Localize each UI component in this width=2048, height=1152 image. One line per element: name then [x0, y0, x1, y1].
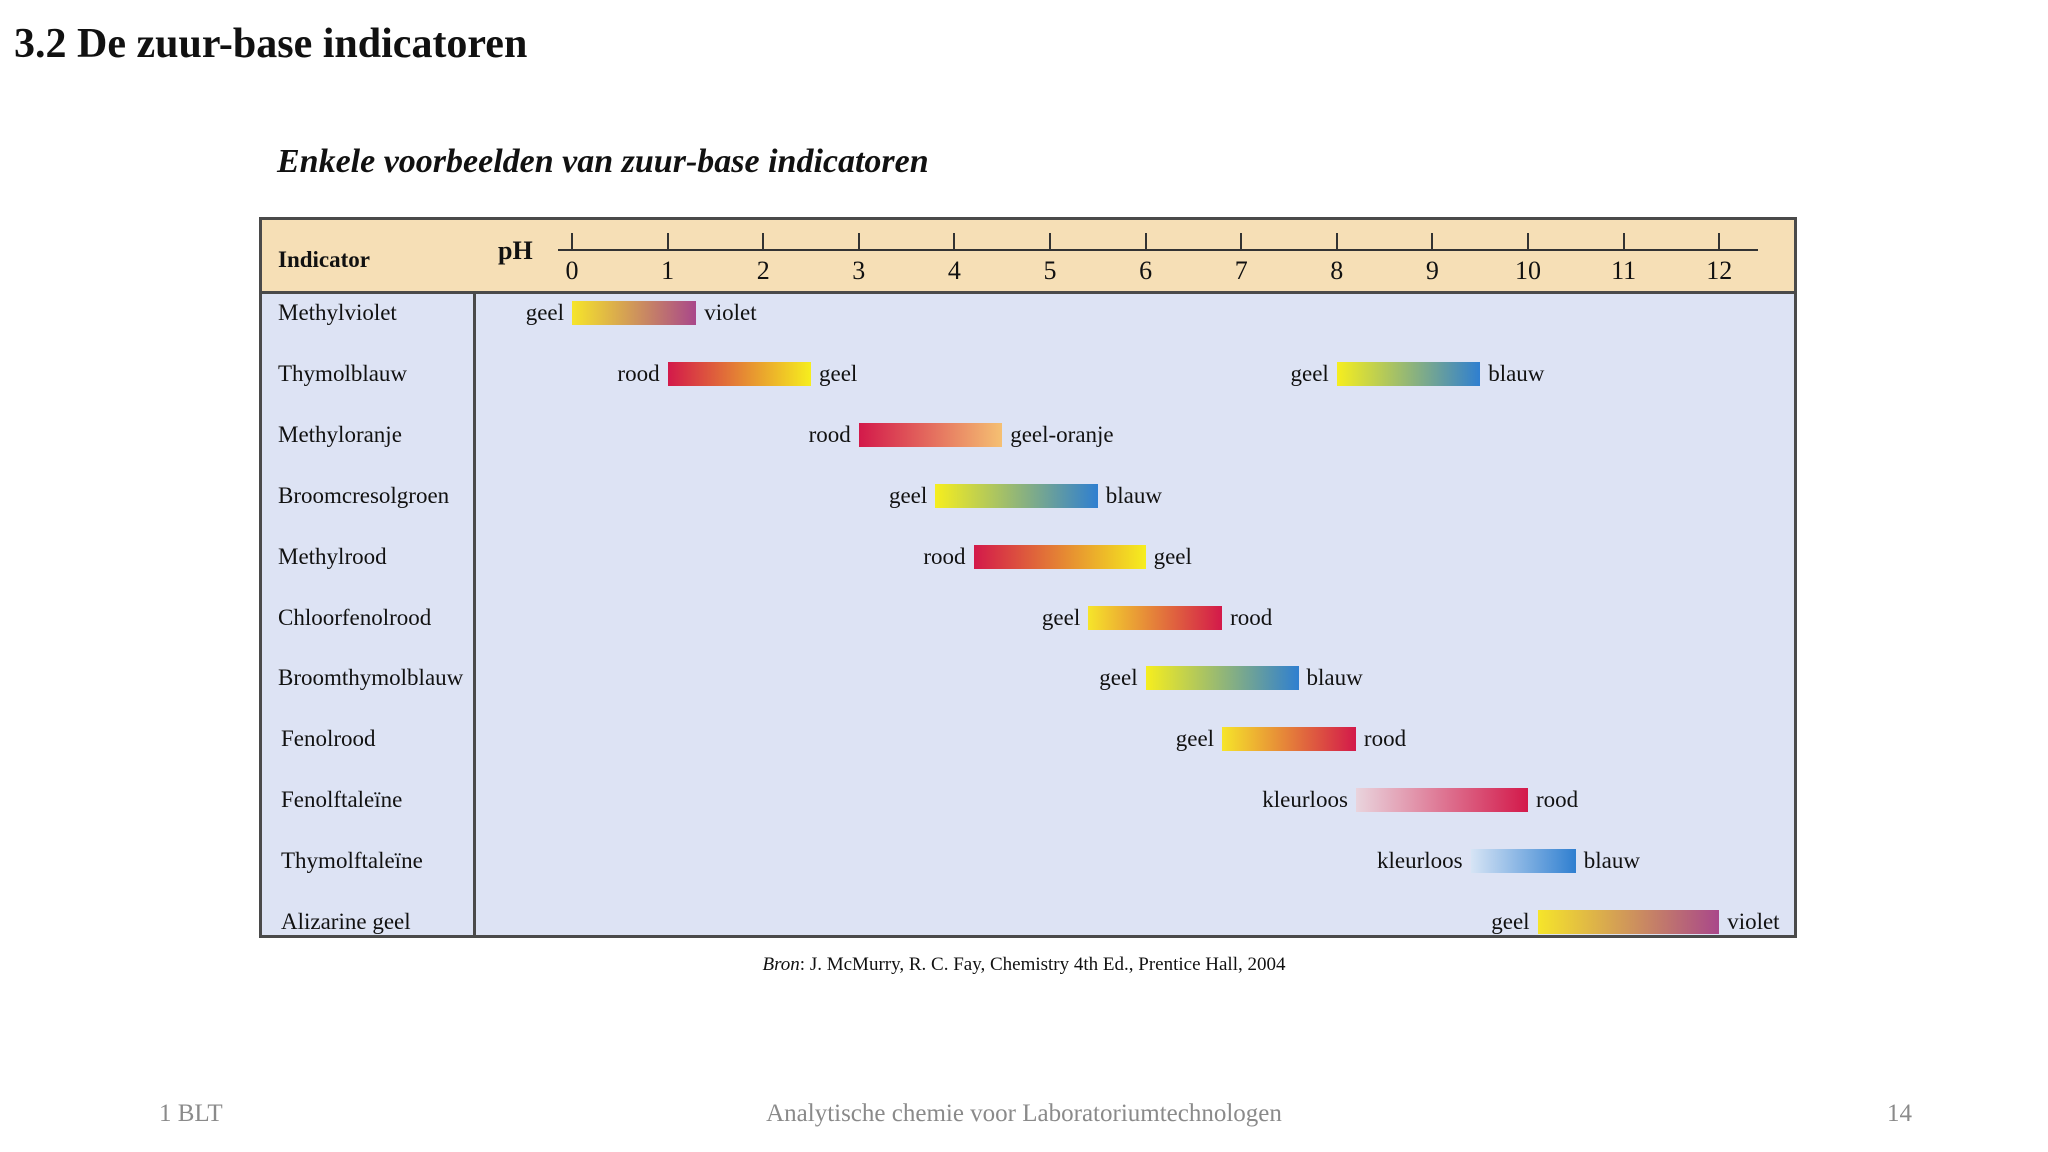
low-ph-color-label: geel: [1491, 909, 1530, 934]
low-ph-color-label: rood: [617, 360, 660, 386]
ph-tick-0: [571, 233, 573, 251]
high-ph-color-label: violet: [704, 300, 757, 325]
indicator-name: Thymolblauw: [278, 360, 408, 386]
source-prefix: Bron: [762, 954, 800, 975]
indicator-name: Broomthymolblauw: [278, 665, 464, 691]
footer-course: 1 BLT: [159, 1100, 223, 1127]
high-ph-color-label: blauw: [1306, 665, 1363, 691]
page-number: 14: [1887, 1100, 1912, 1127]
indicator-name: Methyloranje: [278, 421, 402, 447]
ph-tick-2: [762, 233, 765, 251]
color-transition-bar: [1222, 727, 1356, 752]
ph-tick-label-2: 2: [756, 256, 770, 285]
ph-tick-label-10: 10: [1515, 256, 1541, 285]
ph-tick-11: [1622, 233, 1625, 251]
footer-title: Analytische chemie voor Laboratoriumtech…: [766, 1100, 1282, 1127]
low-ph-color-label: geel: [1099, 665, 1138, 691]
color-transition-bar: [572, 301, 697, 325]
ph-tick-1: [666, 233, 669, 251]
high-ph-color-label: rood: [1230, 604, 1273, 630]
ph-tick-label-9: 9: [1425, 256, 1439, 285]
source-text: : J. McMurry, R. C. Fay, Chemistry 4th E…: [799, 954, 1286, 975]
color-transition-bar: [1470, 849, 1576, 874]
chart-header: Indicator pH 0 1 2 3 4 5 6 7 8 9 10 11 12: [262, 220, 1794, 294]
indicator-name: Fenolrood: [281, 726, 376, 752]
low-ph-color-label: kleurloos: [1377, 848, 1463, 874]
high-ph-color-label: geel-oranje: [1010, 421, 1114, 447]
ph-tick-8: [1335, 233, 1338, 251]
ph-tick-12: [1718, 233, 1721, 251]
indicator-name: Thymolftaleïne: [281, 848, 423, 874]
ph-tick-3: [857, 233, 860, 251]
ph-tick-label-3: 3: [852, 256, 866, 285]
ph-tick-10: [1527, 233, 1529, 251]
high-ph-color-label: geel: [819, 360, 858, 386]
high-ph-color-label: blauw: [1105, 482, 1163, 508]
low-ph-color-label: geel: [525, 300, 564, 325]
ph-tick-label-8: 8: [1330, 256, 1344, 285]
ph-tick-label-0: 0: [565, 256, 579, 285]
chart-subtitle: Enkele voorbeelden van zuur-base indicat…: [277, 143, 929, 180]
high-ph-color-label: rood: [1363, 726, 1407, 752]
low-ph-color-label: geel: [1175, 726, 1215, 752]
low-ph-color-label: geel: [1290, 360, 1329, 386]
color-transition-bar: [935, 483, 1098, 508]
low-ph-color-label: geel: [888, 482, 928, 508]
ph-tick-label-1: 1: [661, 256, 675, 285]
high-ph-color-label: blauw: [1583, 848, 1641, 874]
ph-tick-label-5: 5: [1043, 256, 1057, 285]
ph-tick-label-11: 11: [1611, 256, 1637, 285]
ph-axis-label: pH: [498, 236, 533, 265]
high-ph-color-label: rood: [1536, 787, 1579, 813]
ph-tick-label-6: 6: [1139, 256, 1153, 285]
color-transition-bar: [1145, 666, 1299, 691]
indicator-column-header: Indicator: [278, 247, 370, 272]
ph-tick-7: [1240, 233, 1243, 251]
indicator-name: Chloorfenolrood: [278, 604, 432, 630]
color-transition-bar: [858, 422, 1003, 447]
ph-tick-label-4: 4: [947, 256, 961, 285]
high-ph-color-label: violet: [1727, 909, 1780, 934]
column-divider: [473, 292, 476, 935]
indicator-name: Alizarine geel: [281, 909, 411, 934]
ph-tick-label-7: 7: [1234, 256, 1248, 285]
high-ph-color-label: blauw: [1488, 360, 1545, 386]
low-ph-color-label: rood: [923, 543, 966, 569]
ph-tick-4: [953, 233, 956, 251]
indicator-name: Broomcresolgroen: [278, 482, 450, 508]
ph-axis-line: [558, 249, 1758, 251]
color-transition-bar: [973, 544, 1146, 569]
low-ph-color-label: geel: [1041, 604, 1081, 630]
ph-tick-6: [1144, 233, 1147, 251]
color-transition-bar: [667, 361, 811, 386]
indicator-name: Fenolftaleïne: [281, 787, 403, 813]
low-ph-color-label: kleurloos: [1262, 787, 1348, 813]
ph-tick-9: [1431, 233, 1434, 251]
indicator-name: Methylrood: [278, 543, 387, 569]
indicator-name: Methylviolet: [278, 300, 397, 325]
low-ph-color-label: rood: [808, 421, 851, 447]
color-transition-bar: [1336, 361, 1481, 386]
high-ph-color-label: geel: [1153, 543, 1192, 569]
slide-title: 3.2 De zuur-base indicatoren: [14, 21, 528, 67]
color-transition-bar: [1355, 788, 1528, 813]
source-citation: Bron: J. McMurry, R. C. Fay, Chemistry 4…: [0, 953, 2048, 977]
indicator-chart: Indicator pH 0 1 2 3 4 5 6 7 8 9 10 11 12 Methylviol…: [259, 217, 1797, 938]
ph-tick-5: [1049, 233, 1051, 251]
color-transition-bar: [1088, 605, 1223, 630]
color-transition-bar: [1537, 910, 1720, 934]
ph-tick-label-12: 12: [1706, 256, 1733, 285]
